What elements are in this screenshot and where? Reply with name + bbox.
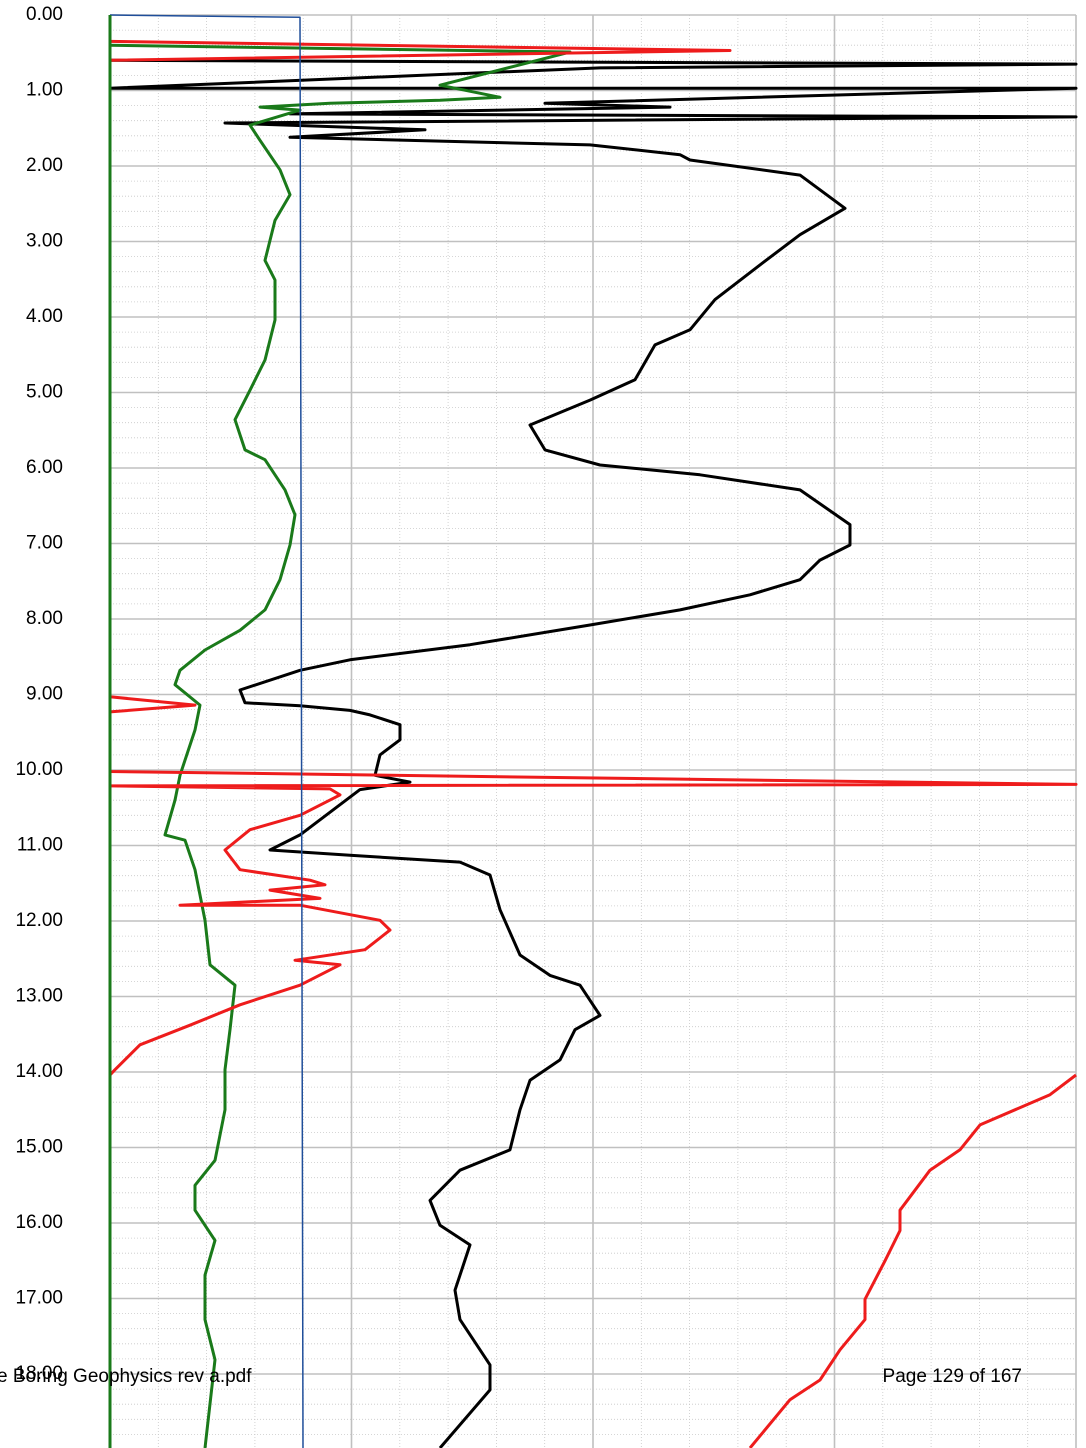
y-tick-label: 18.00 (15, 1363, 63, 1384)
y-tick-label: 4.00 (26, 306, 63, 327)
footer-left: e Boring Geophysics rev a.pdf (0, 1366, 252, 1387)
log-line (108, 58, 1078, 1448)
log-line (109, 43, 572, 1448)
y-tick-label: 12.00 (15, 910, 63, 931)
y-tick-label: 13.00 (15, 986, 63, 1007)
y-tick-label: 17.00 (15, 1288, 63, 1309)
y-tick-label: 15.00 (15, 1137, 63, 1158)
y-tick-label: 5.00 (26, 382, 63, 403)
footer-right: Page 129 of 167 (883, 1366, 1022, 1387)
y-tick-label: 6.00 (26, 457, 63, 478)
y-tick-label: 10.00 (15, 759, 63, 780)
y-tick-label: 14.00 (15, 1061, 63, 1082)
y-tick-label: 1.00 (26, 80, 63, 101)
y-tick-label: 3.00 (26, 231, 63, 252)
y-tick-label: 0.00 (26, 4, 63, 25)
y-tick-label: 11.00 (17, 835, 63, 856)
y-tick-label: 8.00 (26, 608, 63, 629)
y-tick-label: 7.00 (26, 533, 63, 554)
y-tick-label: 16.00 (15, 1212, 63, 1233)
y-tick-label: 9.00 (26, 684, 63, 705)
grid (109, 14, 1077, 1448)
y-tick-label: 2.00 (26, 155, 63, 176)
log-line (109, 14, 304, 1448)
